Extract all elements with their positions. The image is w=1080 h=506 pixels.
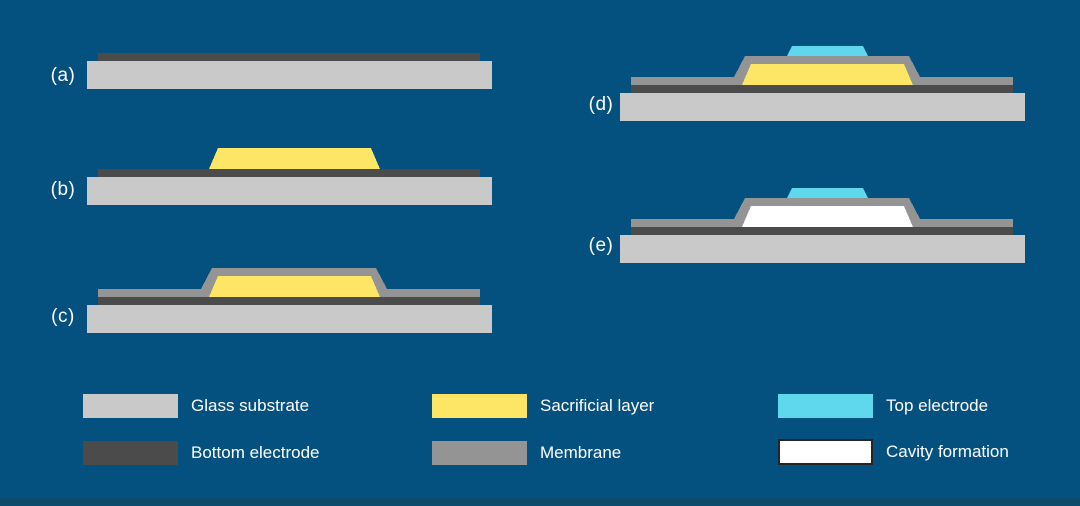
sacrificial-layer-shape (742, 64, 913, 85)
sacrificial-layer-shape (209, 148, 380, 169)
legend-item-cavity-formation: Cavity formation (778, 439, 1009, 465)
glass-substrate-shape (87, 305, 492, 333)
bottom-edge-strip (0, 498, 1080, 506)
sacrificial-layer-shape (209, 276, 380, 297)
step-label-c: (c) (51, 306, 75, 327)
legend-label-cavity-formation: Cavity formation (886, 442, 1009, 461)
glass-substrate-shape (87, 177, 492, 205)
bottom-electrode-shape (631, 85, 1013, 93)
step-label-b: (b) (50, 179, 76, 200)
glass-substrate-shape (87, 61, 492, 89)
glass-substrate-swatch (83, 394, 178, 418)
legend-label-sacrificial-layer: Sacrificial layer (540, 396, 655, 415)
legend-label-membrane: Membrane (540, 443, 622, 462)
legend-item-sacrificial-layer: Sacrificial layer (432, 393, 654, 419)
step-label-a: (a) (50, 65, 76, 86)
legend-item-glass-substrate: Glass substrate (83, 393, 309, 419)
step-label-e: (e) (588, 235, 614, 256)
legend-label-glass-substrate: Glass substrate (191, 396, 310, 415)
step-d-diagram (620, 46, 1025, 121)
bottom-electrode-shape (631, 227, 1013, 235)
step-label-d: (d) (588, 94, 614, 115)
top-electrode-shape (787, 188, 868, 198)
cavity-formation-swatch (778, 439, 873, 465)
step-c-diagram (87, 268, 492, 333)
glass-substrate-shape (620, 235, 1025, 263)
bottom-electrode-shape (98, 297, 480, 305)
cavity-shape (742, 206, 913, 227)
top-electrode-swatch (778, 394, 873, 418)
glass-substrate-shape (620, 93, 1025, 121)
step-b-diagram (87, 148, 492, 205)
bottom-electrode-swatch (83, 441, 178, 465)
sacrificial-layer-swatch (432, 394, 527, 418)
legend-label-bottom-electrode: Bottom electrode (191, 443, 320, 462)
step-e-diagram (620, 188, 1025, 263)
top-electrode-shape (787, 46, 868, 56)
bottom-electrode-shape (98, 169, 480, 177)
legend-label-top-electrode: Top electrode (886, 396, 989, 415)
step-a-diagram (87, 53, 492, 89)
membrane-swatch (432, 441, 527, 465)
bottom-electrode-shape (98, 53, 480, 61)
legend-item-membrane: Membrane (432, 440, 621, 466)
legend-item-bottom-electrode: Bottom electrode (83, 440, 320, 466)
legend-item-top-electrode: Top electrode (778, 393, 988, 419)
